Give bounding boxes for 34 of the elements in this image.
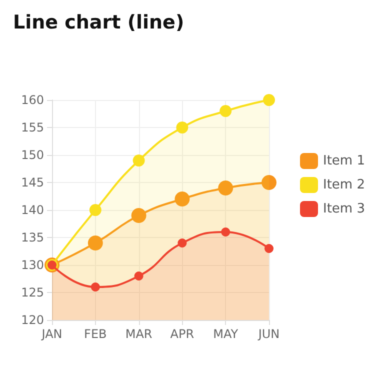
y-tick-label: 135 [21, 230, 44, 244]
point [221, 228, 230, 236]
point [88, 236, 103, 250]
y-tick-label: 150 [21, 148, 44, 162]
legend-label: Item 2 [323, 178, 366, 192]
point [89, 204, 102, 216]
y-tick-label: 155 [21, 120, 44, 134]
point [131, 208, 146, 223]
legend-label: Item 1 [323, 154, 366, 168]
x-tick-label: JAN [40, 327, 62, 341]
point [220, 105, 232, 117]
x-tick-label: MAR [125, 327, 152, 341]
point [263, 94, 275, 106]
point [174, 192, 190, 206]
point [176, 122, 188, 134]
y-tick-label: 125 [21, 286, 44, 300]
legend-label: Item 3 [323, 202, 366, 216]
point [178, 238, 187, 248]
y-tick-label: 130 [21, 258, 44, 272]
y-tick-label: 140 [21, 203, 44, 217]
chart-title: Line chart (line) [13, 12, 184, 34]
point [90, 282, 100, 292]
x-tick-label: APR [170, 327, 194, 341]
x-tick-label: MAY [213, 327, 239, 341]
y-tick-label: 145 [21, 176, 44, 190]
y-tick-label: 160 [21, 93, 44, 107]
point [264, 244, 274, 253]
point [218, 180, 234, 196]
x-tick-label: JUN [257, 327, 280, 341]
point [132, 154, 145, 166]
y-tick-label: 120 [21, 313, 44, 327]
point [262, 175, 276, 190]
point [134, 272, 144, 280]
x-tick-label: FEB [84, 327, 107, 341]
